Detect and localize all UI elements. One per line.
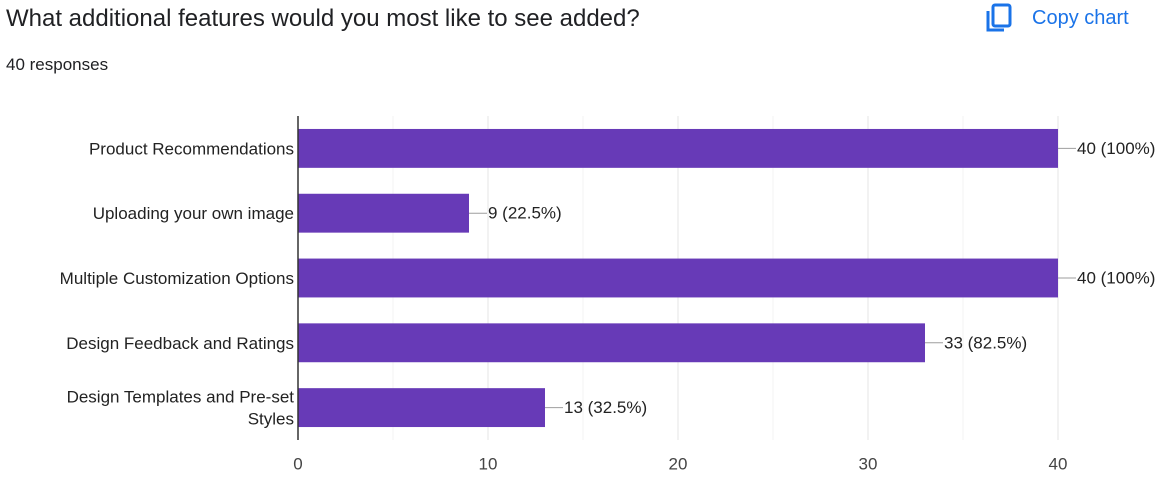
bar — [298, 323, 925, 363]
category-label: Uploading your own image — [93, 204, 294, 223]
bar — [298, 128, 1058, 168]
data-label: 40 (100%) — [1077, 269, 1155, 288]
x-tick-label: 10 — [479, 455, 498, 474]
category-label-line: Design Templates and Pre-set — [67, 387, 295, 406]
category-label: Design Feedback and Ratings — [66, 333, 294, 352]
bars — [298, 128, 1058, 428]
bar — [298, 388, 545, 428]
category-label-line: Design Feedback and Ratings — [66, 333, 294, 352]
category-label-line: Multiple Customization Options — [60, 269, 294, 288]
data-label: 13 (32.5%) — [564, 398, 647, 417]
x-tick-label: 40 — [1049, 455, 1068, 474]
data-label: 9 (22.5%) — [488, 204, 562, 223]
x-tick-label: 0 — [293, 455, 302, 474]
response-count: 40 responses — [6, 55, 109, 74]
data-label: 33 (82.5%) — [944, 333, 1027, 352]
x-tick-label: 20 — [669, 455, 688, 474]
labels: Product Recommendations 40 (100%) Uploadin… — [60, 139, 1156, 474]
x-tick-label: 30 — [859, 455, 878, 474]
copy-chart-button[interactable]: Copy chart — [984, 2, 1129, 34]
category-label-line: Styles — [248, 409, 294, 428]
bar — [298, 193, 469, 233]
bar — [298, 258, 1058, 298]
data-label: 40 (100%) — [1077, 139, 1155, 158]
question-title: What additional features would you most … — [6, 5, 640, 32]
category-label-line: Uploading your own image — [93, 204, 294, 223]
category-label: Multiple Customization Options — [60, 269, 294, 288]
category-label-line: Product Recommendations — [89, 139, 294, 158]
copy-icon — [986, 3, 1012, 32]
category-label: Design Templates and Pre-set Styles — [67, 387, 295, 428]
copy-chart-label: Copy chart — [1032, 6, 1129, 29]
category-label: Product Recommendations — [89, 139, 294, 158]
